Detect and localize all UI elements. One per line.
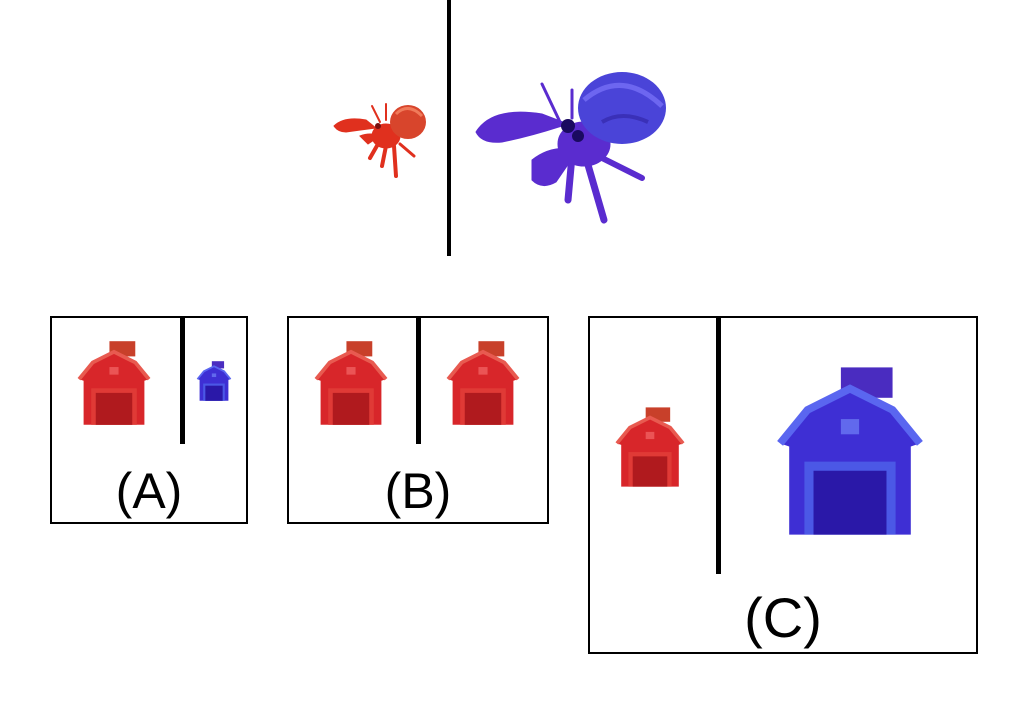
option-a-label: (A) [115, 463, 183, 519]
barn-icon [774, 366, 926, 536]
barn-icon [196, 360, 232, 402]
option-b-panel[interactable]: (B) [287, 316, 549, 524]
option-b-divider [416, 318, 421, 444]
option-b-label: (B) [384, 463, 452, 519]
option-c-divider [716, 318, 721, 574]
barn-icon [614, 404, 686, 490]
hermit-crab-icon [333, 103, 426, 178]
option-a-panel[interactable]: (A) [50, 316, 248, 524]
top-scene [320, 0, 700, 260]
option-c-panel[interactable]: (C) [588, 316, 978, 654]
barn-icon [313, 340, 389, 426]
hermit-crab-icon [475, 72, 666, 224]
option-c-label: (C) [744, 586, 822, 649]
barn-icon [445, 340, 521, 426]
barn-icon [76, 340, 152, 426]
option-a-divider [180, 318, 185, 444]
top-divider [447, 0, 451, 256]
